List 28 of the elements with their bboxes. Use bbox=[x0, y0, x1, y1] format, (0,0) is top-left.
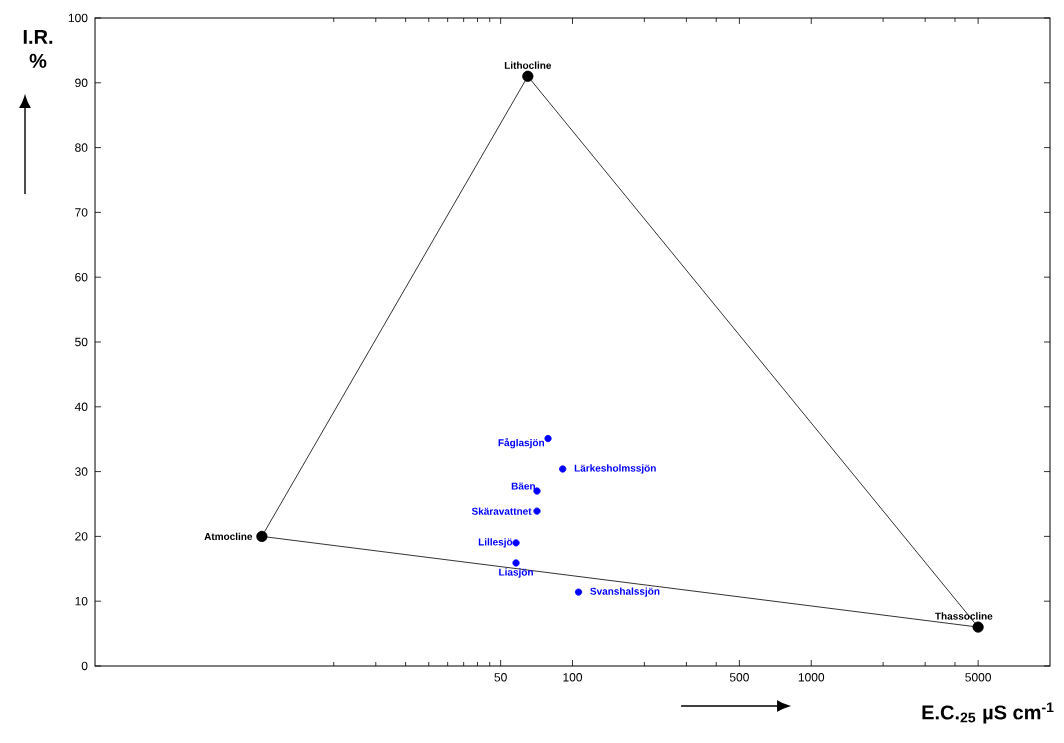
annotation: Lärkesholmssjön bbox=[574, 464, 656, 474]
annotation: Fåglasjön bbox=[498, 437, 545, 449]
annotation: Lillesjö bbox=[478, 538, 513, 548]
annotation: Atmocline bbox=[204, 532, 253, 541]
y-tick-label: 90 bbox=[75, 78, 88, 88]
y-tick-label: 0 bbox=[81, 661, 88, 671]
annotation: Lithocline bbox=[504, 61, 552, 69]
x-tick-label: 1000 bbox=[798, 673, 825, 682]
y-tick-label: 40 bbox=[74, 402, 88, 412]
y-tick-label: 60 bbox=[75, 272, 88, 282]
y-tick-label: 30 bbox=[75, 467, 88, 476]
x-tick-label: 50 bbox=[494, 673, 507, 682]
annotation: Liasjön bbox=[499, 568, 533, 578]
x-tick-label: 100 bbox=[563, 673, 583, 682]
y-tick-label: 70 bbox=[75, 208, 88, 217]
y-tick-label: 100 bbox=[68, 13, 88, 23]
y-tick-label: 80 bbox=[75, 143, 88, 152]
y-tick-label: 50 bbox=[75, 337, 88, 347]
x-tick-label: 500 bbox=[729, 673, 749, 682]
y-tick-label: 20 bbox=[75, 532, 88, 541]
x-tick-label: 5000 bbox=[965, 673, 992, 682]
annotation: Svanshalssjön bbox=[590, 587, 660, 597]
annotation: Thassocline bbox=[935, 612, 993, 620]
x-axis-title: E.C.$_{25}$ µS cm$^{-1}$ bbox=[922, 702, 1054, 724]
annotation: Bäen bbox=[511, 482, 535, 490]
y-axis-title: I.R. % bbox=[23, 30, 53, 68]
y-tick-label: 10 bbox=[75, 596, 88, 606]
annotation: Skäravattnet bbox=[471, 507, 532, 515]
